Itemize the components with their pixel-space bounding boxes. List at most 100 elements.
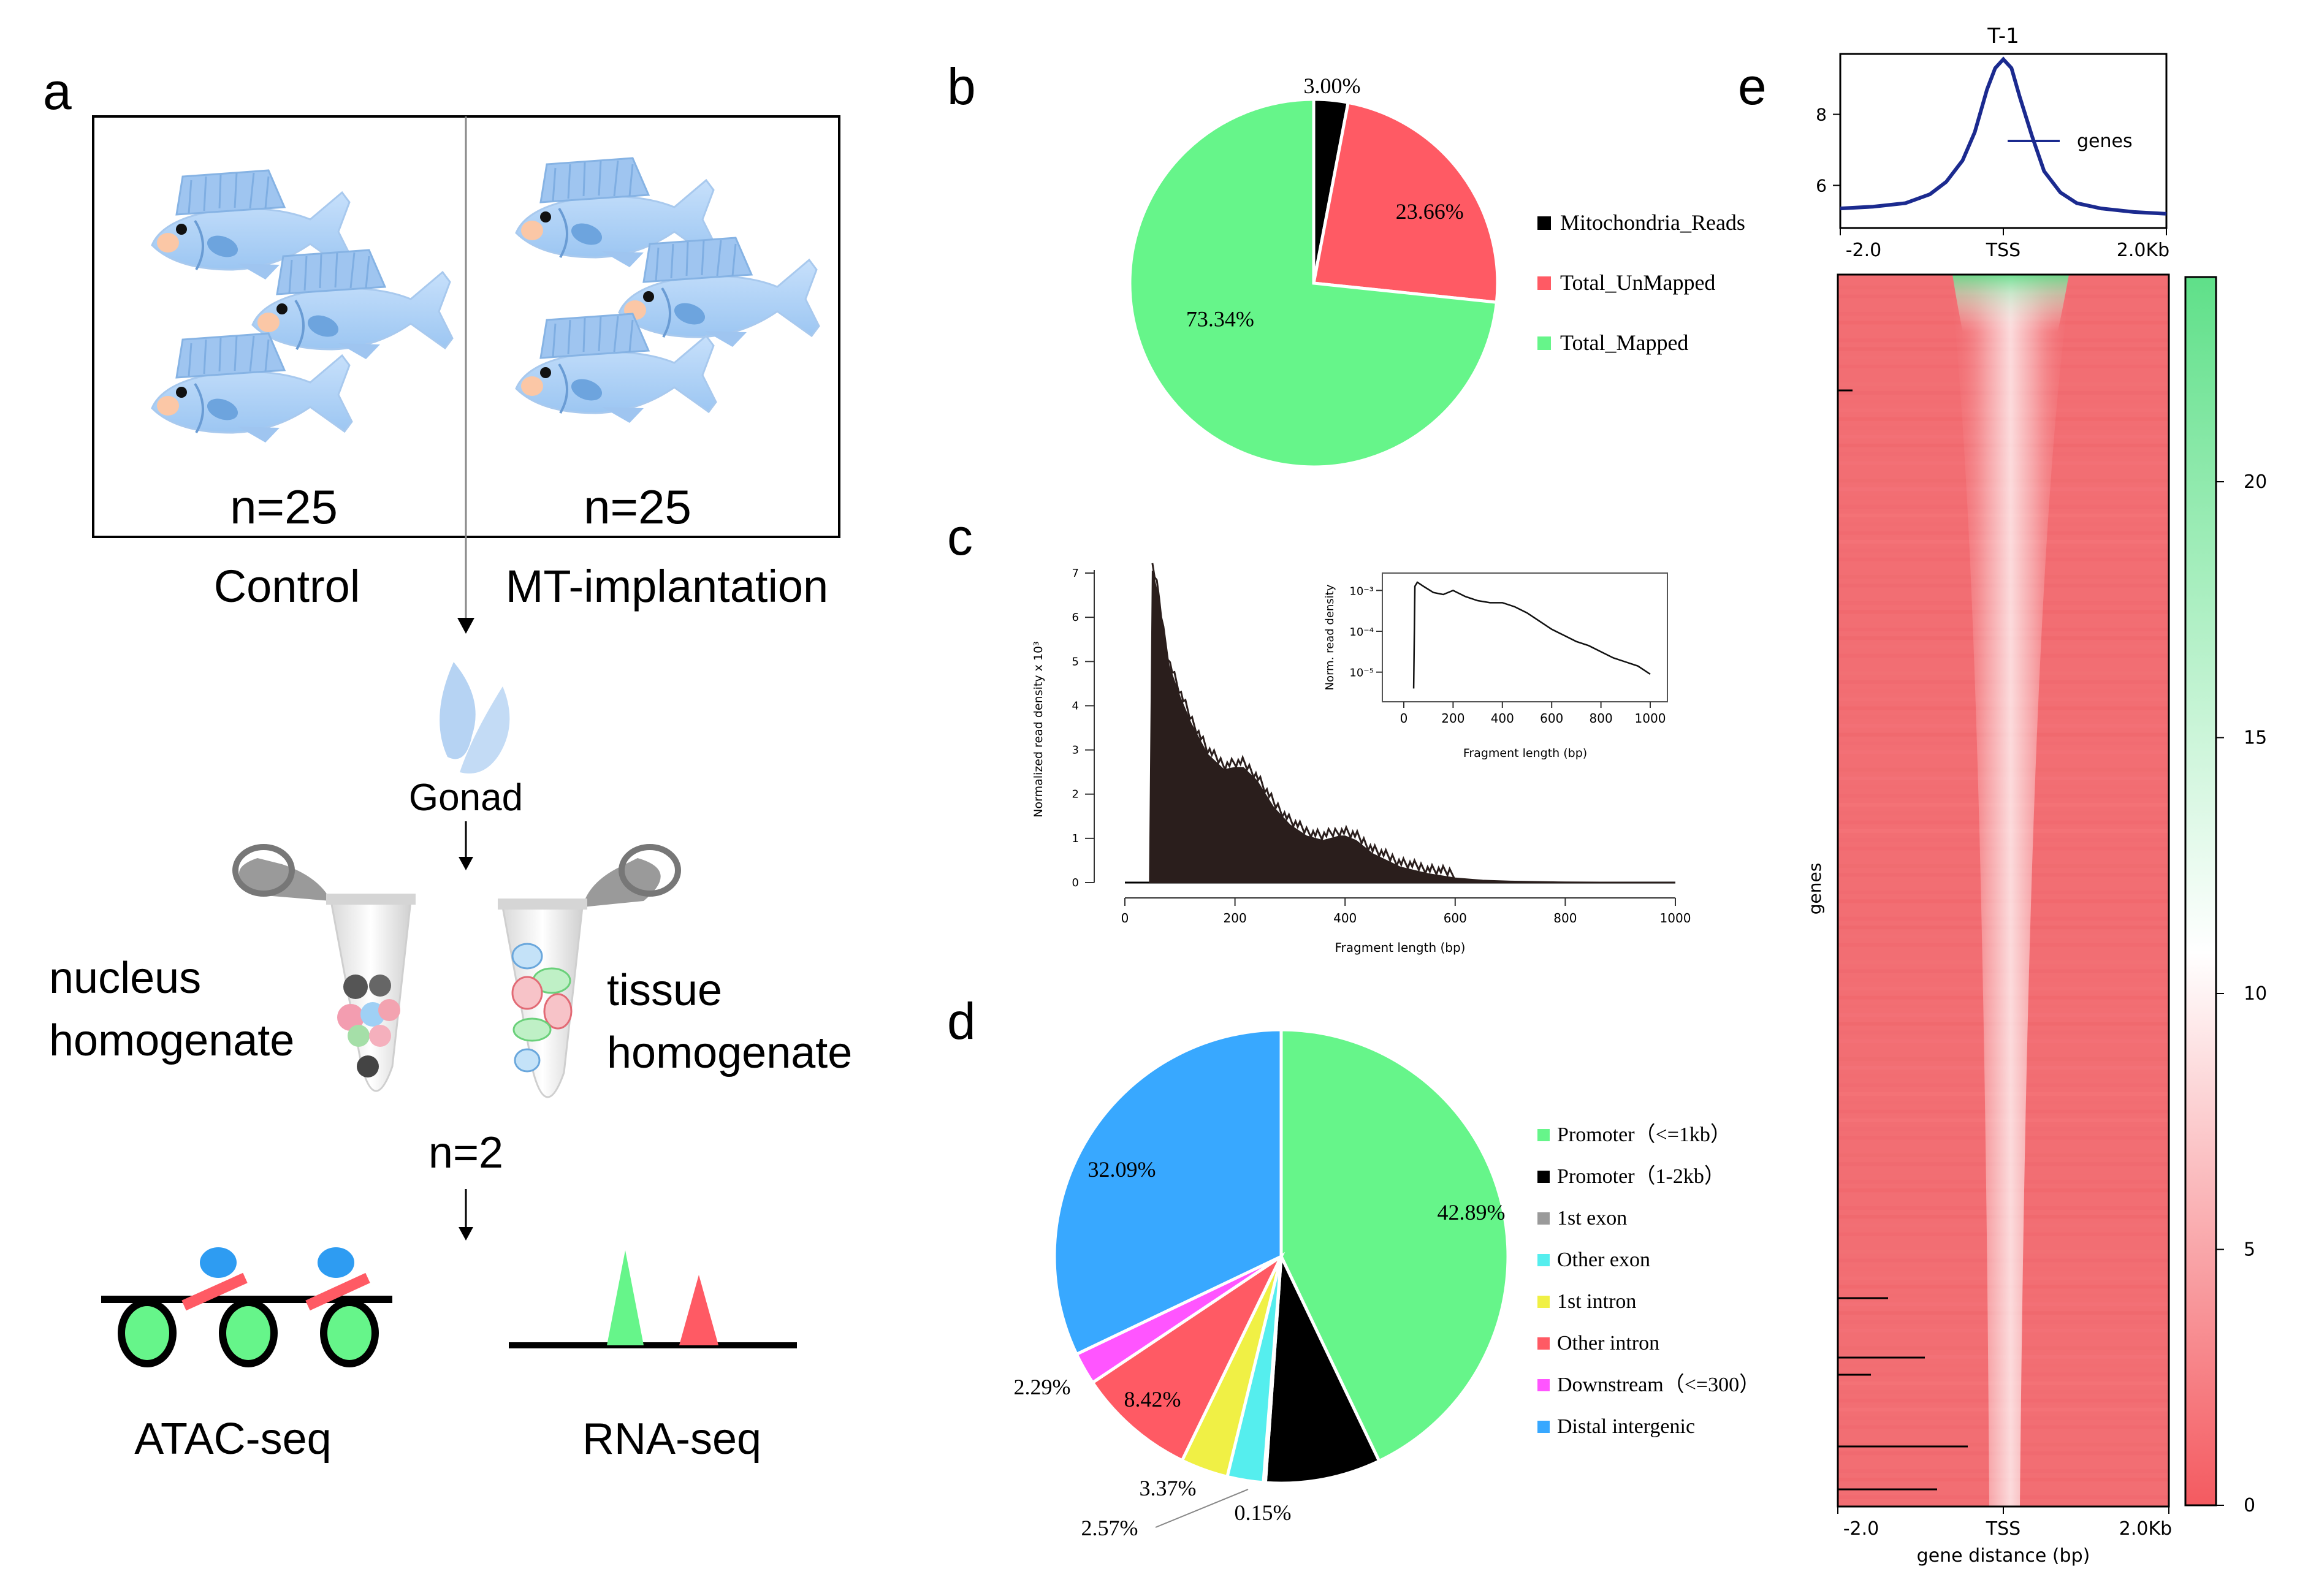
pie-slice bbox=[1312, 101, 1499, 304]
pie-slice bbox=[1263, 1250, 1382, 1485]
x-tick-label: 0 bbox=[1121, 911, 1129, 925]
legend-label: Downstream（<=300） bbox=[1557, 1373, 1760, 1396]
colorbar: 0 5 10 15 20 bbox=[2184, 276, 2267, 1516]
legend-d: Promoter（<=1kb） Promoter（1-2kb） 1st exon Ot… bbox=[1537, 1123, 1760, 1438]
y-tick-label: 4 bbox=[1072, 699, 1079, 712]
colorbar-gradient bbox=[2184, 276, 2217, 1507]
control-n-label: n=25 bbox=[230, 480, 338, 534]
legend-swatch bbox=[1537, 1296, 1550, 1308]
leader-line bbox=[1155, 1489, 1249, 1528]
panel-letter-e: e bbox=[1738, 58, 1767, 115]
nucleus-line2: homogenate bbox=[49, 1016, 294, 1065]
y-tick-label: 7 bbox=[1072, 567, 1079, 580]
pie-value-label: 32.09% bbox=[1088, 1157, 1156, 1182]
control-fish-group bbox=[151, 169, 454, 444]
y-tick-label: 0 bbox=[1072, 876, 1079, 889]
heatmap-top-signal bbox=[1952, 275, 2069, 466]
tss-profile-plot: T-1 6 8 -2.0 TSS 2.0Kb genes bbox=[1816, 24, 2169, 261]
legend-swatch bbox=[1537, 1421, 1550, 1433]
inset-y-tick-label: 10⁻⁵ bbox=[1349, 667, 1374, 680]
pie-value-label: 3.00% bbox=[1304, 74, 1361, 98]
heatmap-x-tick-label: TSS bbox=[1986, 1518, 2020, 1540]
pie-value-label: 8.42% bbox=[1124, 1387, 1181, 1412]
x-tick-label: 1000 bbox=[1660, 911, 1691, 925]
pie-value-label: 0.15% bbox=[1235, 1500, 1292, 1525]
panel-d: d 42.89% 8.21% 0.15% 2.57%3.37% 8.42% 2.29% 32… bbox=[947, 992, 1760, 1540]
tissue-line2: homogenate bbox=[607, 1028, 852, 1077]
panel-c: c 0 1 2 3 4 5 6 7 0 200 400 600 800 1000 Fragment leng… bbox=[947, 508, 1691, 955]
legend-swatch bbox=[1537, 1129, 1550, 1141]
inset-frame bbox=[1382, 572, 1668, 702]
colorbar-tick-label: 5 bbox=[2244, 1239, 2255, 1261]
legend-label: Distal intergenic bbox=[1557, 1415, 1695, 1438]
x-tick-label: 600 bbox=[1444, 911, 1467, 925]
arrow-head-2 bbox=[459, 857, 473, 870]
inset-line bbox=[1412, 581, 1651, 689]
colorbar-tick-label: 15 bbox=[2244, 728, 2267, 749]
heatmap-x-tick-label: 2.0Kb bbox=[2119, 1518, 2172, 1540]
legend-label: 1st exon bbox=[1557, 1207, 1627, 1229]
profile-x-tick-label: 2.0Kb bbox=[2117, 240, 2169, 261]
pie-value-label: 73.34% bbox=[1186, 306, 1254, 331]
inset-x-tick-label: 200 bbox=[1441, 711, 1464, 726]
fish-icon bbox=[618, 237, 820, 348]
panel-letter-d: d bbox=[947, 992, 976, 1050]
legend-label: Other exon bbox=[1557, 1248, 1650, 1271]
pie-value-label: 2.29% bbox=[1014, 1375, 1071, 1399]
x-tick-label: 400 bbox=[1333, 911, 1357, 925]
colorbar-tick-label: 10 bbox=[2244, 983, 2267, 1005]
tss-heatmap: -2.0 TSS 2.0Kb gene distance (bp) genes bbox=[1805, 273, 2172, 1567]
inset-x-tick-label: 800 bbox=[1590, 711, 1613, 726]
atac-nucleosome-icon bbox=[101, 1247, 392, 1367]
colorbar-tick-label: 20 bbox=[2244, 471, 2267, 493]
legend-swatch bbox=[1537, 276, 1551, 290]
heatmap-tss-band bbox=[1949, 275, 2072, 1507]
arrow-head-3 bbox=[459, 1227, 473, 1241]
profile-y-tick-label: 8 bbox=[1816, 105, 1827, 125]
heatmap-y-label: genes bbox=[1805, 863, 1825, 915]
legend-label: Mitochondria_Reads bbox=[1560, 210, 1745, 235]
inset-y-label: Norm. read density bbox=[1323, 584, 1336, 690]
x-tick-label: 200 bbox=[1224, 911, 1247, 925]
fragment-length-chart: 0 1 2 3 4 5 6 7 0 200 400 600 800 1000 Fragment length… bbox=[1032, 563, 1691, 955]
inset-y-tick-label: 10⁻⁴ bbox=[1349, 626, 1374, 639]
pie-value-label: 8.21% bbox=[1290, 1442, 1347, 1467]
nucleus-tube-icon bbox=[232, 844, 416, 1092]
pie-value-label: 42.89% bbox=[1438, 1200, 1506, 1225]
profile-legend-label: genes bbox=[2077, 131, 2133, 152]
tissue-tube-icon bbox=[498, 844, 681, 1098]
panel-e: e T-1 6 8 -2.0 TSS 2.0Kb genes -2.0 TSS 2.0Kb gen… bbox=[1738, 24, 2267, 1567]
heatmap-x-label: gene distance (bp) bbox=[1917, 1545, 2090, 1567]
legend-swatch bbox=[1537, 1337, 1550, 1350]
panel-letter-a: a bbox=[43, 63, 72, 120]
x-tick-label: 800 bbox=[1553, 911, 1577, 925]
inset-x-tick-label: 600 bbox=[1540, 711, 1563, 726]
legend-label: Other intron bbox=[1557, 1332, 1659, 1355]
heatmap-x-tick-label: -2.0 bbox=[1843, 1518, 1880, 1540]
pie-slice bbox=[1091, 1252, 1285, 1463]
x-axis-label: Fragment length (bp) bbox=[1335, 940, 1466, 955]
legend-label: 1st intron bbox=[1557, 1290, 1636, 1313]
legend-swatch bbox=[1537, 336, 1551, 350]
panel-letter-b: b bbox=[947, 58, 976, 115]
rna-peaks-icon bbox=[509, 1250, 797, 1348]
legend-label: Total_Mapped bbox=[1560, 330, 1688, 355]
profile-title: T-1 bbox=[1987, 24, 2019, 48]
replicate-n-label: n=2 bbox=[428, 1128, 503, 1177]
profile-x-tick-label: -2.0 bbox=[1846, 240, 1882, 261]
y-tick-label: 1 bbox=[1072, 832, 1079, 845]
legend-b: Mitochondria_Reads Total_UnMapped Total_Ma… bbox=[1537, 210, 1745, 355]
pie-value-label: 3.37% bbox=[1140, 1476, 1197, 1500]
pie-slice bbox=[1279, 1028, 1510, 1464]
profile-y-tick-label: 6 bbox=[1816, 175, 1827, 196]
gonad-icon bbox=[440, 662, 510, 773]
panel-letter-c: c bbox=[947, 508, 973, 566]
inset-x-label: Fragment length (bp) bbox=[1463, 747, 1587, 760]
atac-seq-label: ATAC-seq bbox=[134, 1415, 331, 1464]
pie-slice bbox=[1128, 97, 1499, 469]
legend-label: Total_UnMapped bbox=[1560, 270, 1715, 295]
pie-chart-b: 3.00% 23.66% 73.34% bbox=[1128, 74, 1499, 469]
nucleus-line1: nucleus bbox=[49, 954, 201, 1003]
arrow-head-1 bbox=[457, 618, 474, 634]
